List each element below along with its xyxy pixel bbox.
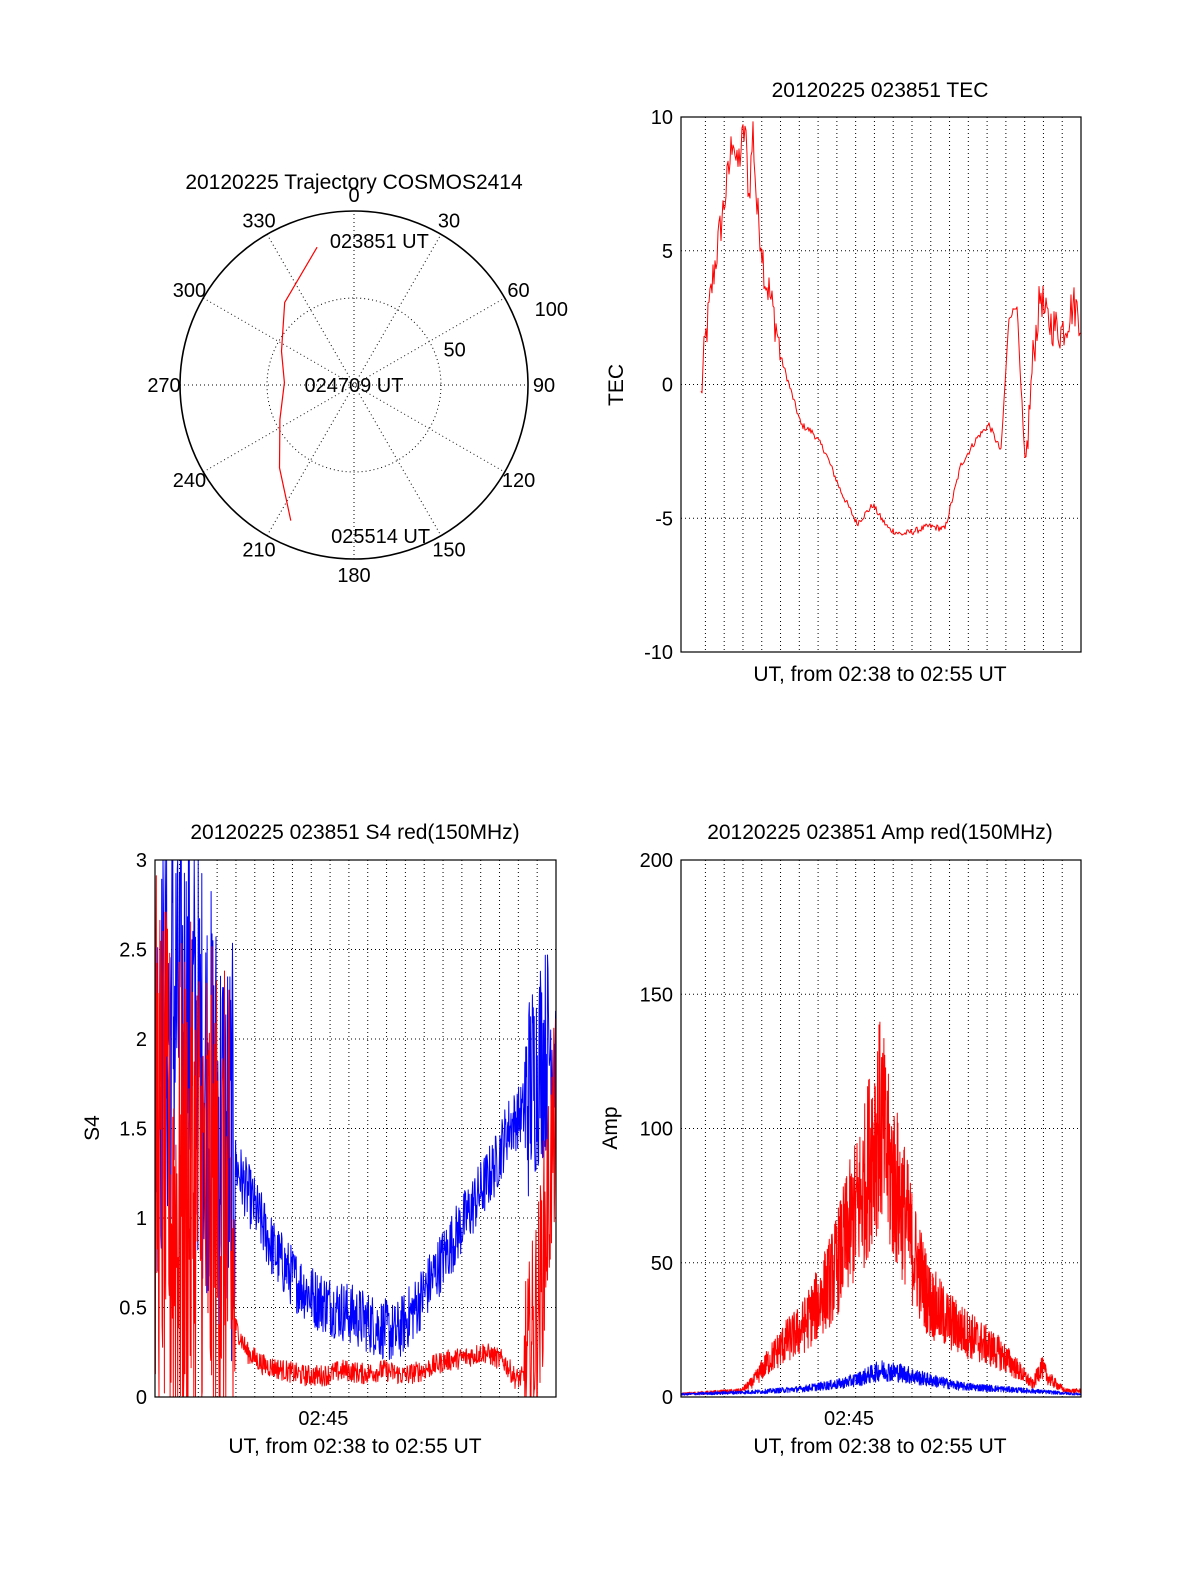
amp-series-line bbox=[680, 1021, 1082, 1396]
amp-y-tick-label: 50 bbox=[651, 1253, 673, 1275]
tec-y-tick-label: 10 bbox=[651, 107, 673, 129]
s4-x-tick-labels: 02:45 bbox=[298, 1408, 348, 1430]
s4-y-tick-label: 2 bbox=[136, 1029, 147, 1051]
amp-y-tick-label: 0 bbox=[662, 1387, 673, 1409]
polar-outer-circle bbox=[179, 210, 529, 560]
s4-y-tick-label: 1 bbox=[136, 1208, 147, 1230]
tec-x-axis-label: UT, from 02:38 to 02:55 UT bbox=[753, 663, 1006, 686]
amp-x-tick-labels: 02:45 bbox=[824, 1408, 874, 1430]
tec-y-axis-label: TEC bbox=[605, 364, 628, 406]
trajectory-time-annotation: 023851 UT bbox=[330, 231, 429, 253]
polar-angle-label: 0 bbox=[348, 185, 359, 207]
trajectory-polar-plot: 20120225 Trajectory COSMOS2414 0 30 60 90 12… bbox=[147, 171, 568, 587]
trajectory-track-line bbox=[278, 246, 318, 521]
polar-angle-label: 180 bbox=[337, 565, 370, 587]
amp-series bbox=[680, 1021, 1082, 1396]
tec-title: 20120225 023851 TEC bbox=[772, 79, 989, 102]
s4-series-line bbox=[154, 875, 557, 1398]
s4-x-tick-label: 02:45 bbox=[298, 1408, 348, 1430]
s4-y-tick-label: 0 bbox=[136, 1387, 147, 1409]
tec-y-tick-label: -10 bbox=[644, 642, 673, 664]
amp-y-tick-label: 150 bbox=[640, 984, 673, 1006]
polar-angle-label: 120 bbox=[502, 470, 535, 492]
polar-angle-label: 300 bbox=[173, 280, 206, 302]
s4-series bbox=[154, 859, 557, 1398]
s4-x-axis-label: UT, from 02:38 to 02:55 UT bbox=[228, 1435, 481, 1458]
amp-plot: 20120225 023851 Amp red(150MHz) 0 50 100 15… bbox=[599, 821, 1082, 1458]
amp-y-tick-label: 100 bbox=[640, 1119, 673, 1141]
polar-grid bbox=[180, 211, 528, 559]
amp-frame bbox=[680, 859, 1082, 1398]
tec-y-tick-label: -5 bbox=[655, 508, 673, 530]
trajectory-time-annotations: 023851 UT 024709 UT 025514 UT bbox=[305, 231, 431, 548]
polar-angle-labels: 0 30 60 90 120 150 180 210 240 270 300 330 bbox=[147, 185, 555, 587]
polar-angle-label: 270 bbox=[147, 375, 180, 397]
tec-plot: 20120225 023851 TEC -10 -5 0 5 10 TEC UT, fr… bbox=[605, 79, 1082, 686]
trajectory-title: 20120225 Trajectory COSMOS2414 bbox=[185, 171, 523, 194]
trajectory-time-annotation: 024709 UT bbox=[305, 375, 404, 397]
s4-y-tick-label: 3 bbox=[136, 850, 147, 872]
s4-plot: 20120225 023851 S4 red(150MHz) 0 0.5 1 1.5 2… bbox=[81, 821, 557, 1458]
s4-frame bbox=[154, 859, 557, 1398]
amp-y-tick-labels: 0 50 100 150 200 bbox=[640, 850, 673, 1409]
s4-y-axis-label: S4 bbox=[81, 1115, 104, 1141]
polar-radius-labels: 50 100 bbox=[444, 299, 568, 362]
tec-y-tick-label: 5 bbox=[662, 241, 673, 263]
trajectory-time-annotation: 025514 UT bbox=[331, 526, 430, 548]
amp-x-axis-label: UT, from 02:38 to 02:55 UT bbox=[753, 1435, 1006, 1458]
s4-y-tick-label: 1.5 bbox=[119, 1119, 147, 1141]
amp-y-tick-label: 200 bbox=[640, 850, 673, 872]
polar-angle-label: 210 bbox=[242, 540, 275, 562]
polar-radius-label: 100 bbox=[535, 299, 568, 321]
tec-frame bbox=[680, 116, 1082, 653]
tec-series-line bbox=[700, 121, 1081, 536]
amp-x-tick-label: 02:45 bbox=[824, 1408, 874, 1430]
amp-series-line bbox=[680, 1360, 1082, 1396]
amp-y-axis-label: Amp bbox=[599, 1106, 622, 1149]
polar-angle-label: 330 bbox=[242, 210, 275, 232]
s4-y-tick-label: 0.5 bbox=[119, 1298, 147, 1320]
polar-angle-label: 30 bbox=[438, 210, 460, 232]
tec-y-tick-labels: -10 -5 0 5 10 bbox=[644, 107, 673, 664]
polar-angle-label: 60 bbox=[507, 280, 529, 302]
polar-radius-label: 50 bbox=[444, 339, 466, 361]
polar-angle-label: 90 bbox=[533, 375, 555, 397]
tec-series bbox=[700, 121, 1081, 536]
s4-y-tick-label: 2.5 bbox=[119, 940, 147, 962]
amp-title: 20120225 023851 Amp red(150MHz) bbox=[707, 821, 1053, 844]
s4-title: 20120225 023851 S4 red(150MHz) bbox=[190, 821, 519, 844]
polar-angle-label: 240 bbox=[173, 470, 206, 492]
tec-y-tick-label: 0 bbox=[662, 375, 673, 397]
s4-y-tick-labels: 0 0.5 1 1.5 2 2.5 3 bbox=[119, 850, 147, 1409]
polar-angle-label: 150 bbox=[432, 540, 465, 562]
